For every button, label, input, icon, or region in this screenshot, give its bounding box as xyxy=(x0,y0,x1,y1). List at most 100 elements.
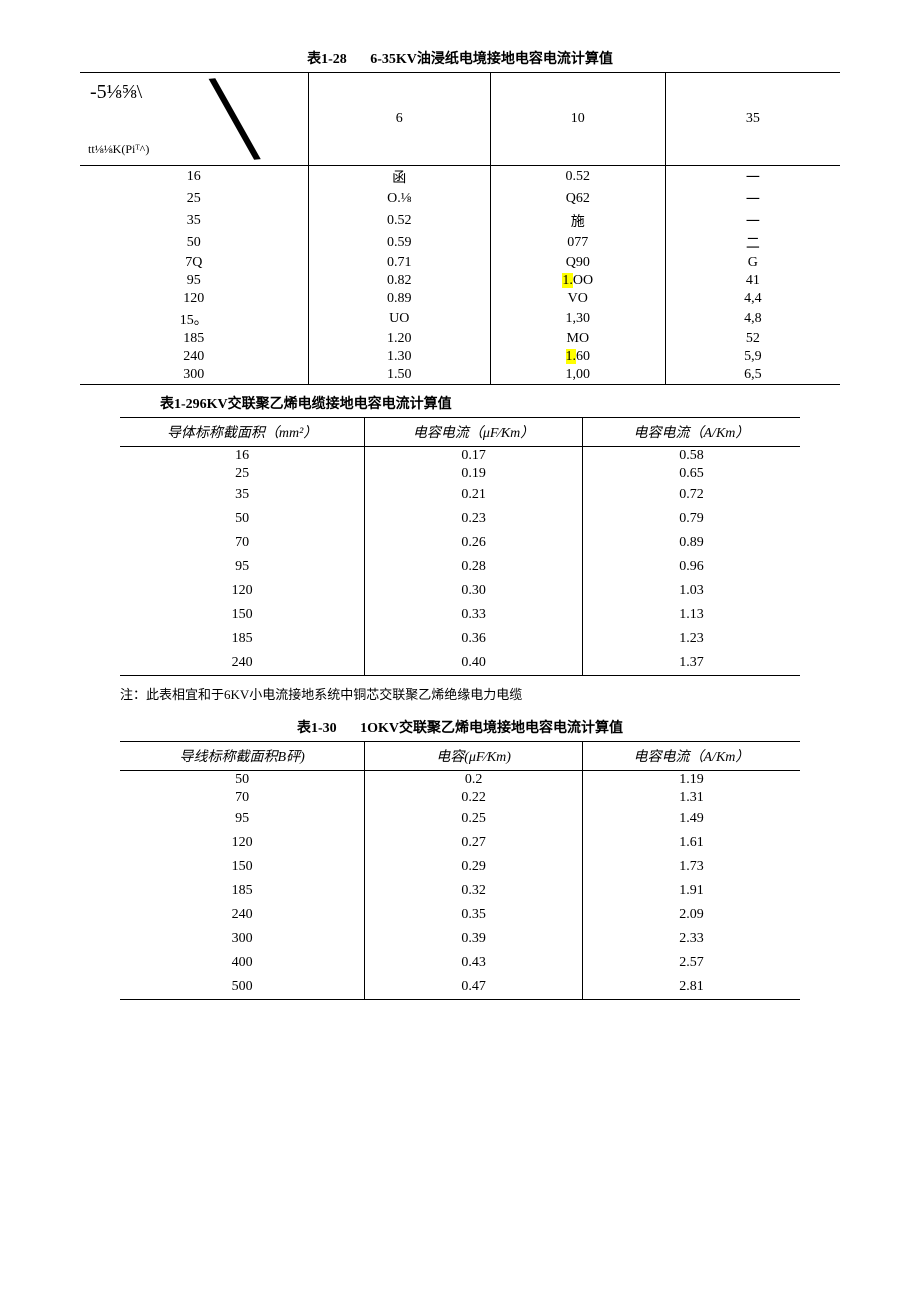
table1-cell: 4,8 xyxy=(665,308,840,330)
table-cell: 35 xyxy=(120,483,365,507)
table-cell: 1.23 xyxy=(582,627,800,651)
table1-cell: 95 xyxy=(80,272,308,290)
table1-cell: 5,9 xyxy=(665,348,840,366)
table3-header: 导线标称截面积B砰) xyxy=(120,742,365,771)
table1-cell: 185 xyxy=(80,330,308,348)
diagonal-line-icon xyxy=(80,73,308,165)
table1-cell: 0.59 xyxy=(308,232,490,254)
table1-cell: 函 xyxy=(308,166,490,189)
table1-cell: 1,00 xyxy=(490,366,665,385)
table-cell: 0.43 xyxy=(365,951,583,975)
table1-cell: 1.OO xyxy=(490,272,665,290)
table-cell: 120 xyxy=(120,831,365,855)
table1-cell: 6,5 xyxy=(665,366,840,385)
table-cell: 16 xyxy=(120,447,365,466)
table-cell: 1.31 xyxy=(582,789,800,807)
table-cell: 50 xyxy=(120,771,365,790)
table1-cell: 0.52 xyxy=(490,166,665,189)
table2-note: 注：此表相宜和于6KV小电流接地系统中铜芯交联聚乙烯绝缘电力电缆 xyxy=(120,684,840,703)
table1-cell: 施 xyxy=(490,210,665,232)
table-cell: 0.89 xyxy=(582,531,800,555)
table3-header: 电容电流（A/Km） xyxy=(582,742,800,771)
table3: 导线标称截面积B砰) 电容(μF⁄Km) 电容电流（A/Km） 500.21.1… xyxy=(120,741,800,1000)
table-cell: 1.73 xyxy=(582,855,800,879)
table-cell: 0.29 xyxy=(365,855,583,879)
table-cell: 70 xyxy=(120,789,365,807)
table-cell: 0.32 xyxy=(365,879,583,903)
table-cell: 50 xyxy=(120,507,365,531)
table-cell: 120 xyxy=(120,579,365,603)
table-cell: 150 xyxy=(120,603,365,627)
table-cell: 150 xyxy=(120,855,365,879)
table1-cell: 120 xyxy=(80,290,308,308)
table1-col-header: 6 xyxy=(308,73,490,166)
table1-cell: 0.82 xyxy=(308,272,490,290)
table1-cell: 50 xyxy=(80,232,308,254)
table-cell: 0.27 xyxy=(365,831,583,855)
table-cell: 1.19 xyxy=(582,771,800,790)
table-cell: 0.26 xyxy=(365,531,583,555)
table1-cell: 二 xyxy=(665,232,840,254)
table-cell: 0.33 xyxy=(365,603,583,627)
table-cell: 70 xyxy=(120,531,365,555)
table-cell: 0.22 xyxy=(365,789,583,807)
table-cell: 0.2 xyxy=(365,771,583,790)
table1-cell: 1.20 xyxy=(308,330,490,348)
table-cell: 0.30 xyxy=(365,579,583,603)
table1-cell: 一 xyxy=(665,166,840,189)
table1-cell: 52 xyxy=(665,330,840,348)
table3-caption-title: 1OKV交联聚乙烯电境接地电容电流计算值 xyxy=(360,721,623,736)
table-cell: 0.47 xyxy=(365,975,583,1000)
table1-diag-header: -5⅛⅝\ tt⅛⅛K(Piᵀ^) xyxy=(80,73,308,166)
table1-cell: 1,30 xyxy=(490,308,665,330)
table1-cell: 1.50 xyxy=(308,366,490,385)
table1-cell: 16 xyxy=(80,166,308,189)
table1-cell: 15。 xyxy=(80,308,308,330)
table-cell: 2.57 xyxy=(582,951,800,975)
table-cell: 2.81 xyxy=(582,975,800,1000)
table-cell: 500 xyxy=(120,975,365,1000)
table-cell: 300 xyxy=(120,927,365,951)
table-cell: 0.39 xyxy=(365,927,583,951)
table2-caption: 表1-296KV交联聚乙烯电缆接地电容电流计算值 xyxy=(120,393,800,413)
table1-cell: 300 xyxy=(80,366,308,385)
table1-cell: 7Q xyxy=(80,254,308,272)
table1-cell: G xyxy=(665,254,840,272)
table-cell: 1.91 xyxy=(582,879,800,903)
table1-cell: 1.30 xyxy=(308,348,490,366)
table1-cell: 1.60 xyxy=(490,348,665,366)
table1-cell: 35 xyxy=(80,210,308,232)
table-cell: 0.17 xyxy=(365,447,583,466)
table-cell: 185 xyxy=(120,627,365,651)
table1-cell: 一 xyxy=(665,210,840,232)
table-cell: 185 xyxy=(120,879,365,903)
table-cell: 95 xyxy=(120,555,365,579)
table1-cell: 0.71 xyxy=(308,254,490,272)
table-cell: 0.19 xyxy=(365,465,583,483)
table-cell: 1.13 xyxy=(582,603,800,627)
table-cell: 1.03 xyxy=(582,579,800,603)
table-cell: 2.33 xyxy=(582,927,800,951)
table-cell: 0.28 xyxy=(365,555,583,579)
table-cell: 1.49 xyxy=(582,807,800,831)
table-cell: 2.09 xyxy=(582,903,800,927)
table1-caption: 表1-28 6-35KV油浸纸电境接地电容电流计算值 xyxy=(80,48,840,68)
table-cell: 1.37 xyxy=(582,651,800,676)
table-cell: 0.35 xyxy=(365,903,583,927)
table1-cell: 240 xyxy=(80,348,308,366)
table2: 导体标称截面积（mm²） 电容电流（μF⁄Km） 电容电流（A/Km） 160.… xyxy=(120,417,800,676)
table-cell: 0.79 xyxy=(582,507,800,531)
table2-header: 电容电流（A/Km） xyxy=(582,418,800,447)
table-cell: 0.65 xyxy=(582,465,800,483)
table-cell: 240 xyxy=(120,903,365,927)
table-cell: 240 xyxy=(120,651,365,676)
table1-col-header: 10 xyxy=(490,73,665,166)
table-cell: 400 xyxy=(120,951,365,975)
table1-caption-num: 表1-28 xyxy=(307,52,347,67)
table-cell: 95 xyxy=(120,807,365,831)
table-cell: 0.23 xyxy=(365,507,583,531)
table1-caption-title: 6-35KV油浸纸电境接地电容电流计算值 xyxy=(370,52,613,67)
table1-cell: O.⅛ xyxy=(308,188,490,210)
table-cell: 0.21 xyxy=(365,483,583,507)
table1-cell: UO xyxy=(308,308,490,330)
